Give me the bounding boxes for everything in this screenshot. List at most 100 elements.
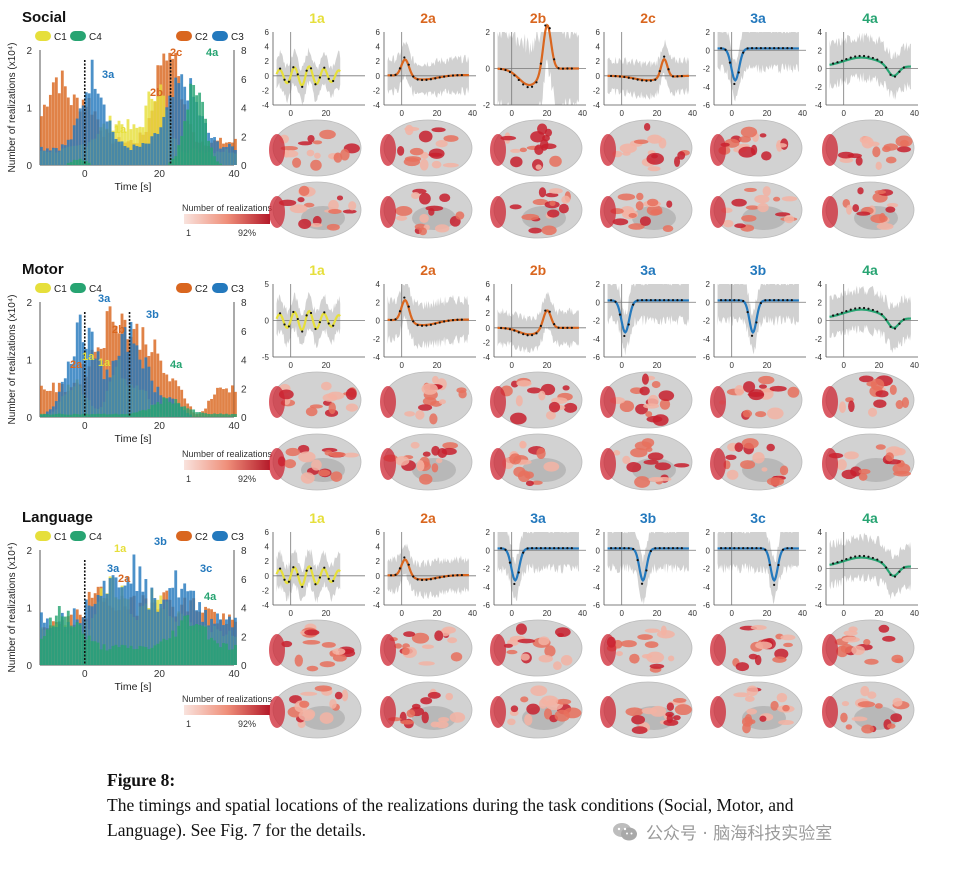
- activation-patch: [710, 448, 726, 480]
- activation-patch: [429, 413, 438, 425]
- template-dot: [420, 324, 424, 327]
- activation-patch: [380, 448, 396, 480]
- hist-x-tick: 20: [154, 169, 166, 180]
- hist-bar-c4: [165, 640, 169, 665]
- activation-patch: [330, 471, 343, 482]
- hist-bar-c3: [216, 613, 219, 665]
- panel-x-tick: 20: [322, 609, 331, 618]
- panel-y-tick: -4: [815, 601, 823, 610]
- activation-patch: [520, 696, 529, 703]
- template-dot: [618, 547, 622, 550]
- hist-bar-c4: [150, 405, 154, 417]
- hist-bar-c4: [168, 401, 172, 417]
- hist-bar-c3: [141, 368, 145, 417]
- template-dot: [871, 308, 874, 312]
- hist-bar-c4: [189, 409, 193, 417]
- template-dot: [885, 318, 888, 321]
- hist-bar-c2: [105, 311, 109, 417]
- activation-patch: [740, 460, 756, 469]
- hist-component-label: 1a: [82, 351, 95, 363]
- template-dot: [553, 547, 556, 550]
- activation-patch: [435, 458, 443, 464]
- panel-y-tick: -4: [593, 583, 601, 592]
- hist-bar-c3: [105, 593, 109, 665]
- activation-patch: [651, 380, 661, 389]
- hist-bar-c4: [63, 414, 67, 417]
- hist-bar-c3: [114, 138, 118, 165]
- hist-bar-c4: [207, 639, 210, 665]
- template-dot: [460, 73, 463, 77]
- activation-patch: [442, 442, 459, 450]
- activation-patch: [755, 411, 767, 418]
- activation-patch: [892, 697, 903, 707]
- hist-bar-c4: [228, 414, 231, 417]
- hist-bar-c3: [114, 577, 118, 665]
- hist-bar-c2: [219, 387, 222, 417]
- activation-patch: [858, 375, 874, 383]
- brain-medial: [380, 681, 473, 739]
- legend-label-c2: C2: [195, 532, 208, 543]
- activation-patch: [510, 148, 522, 153]
- template-dot: [416, 78, 419, 81]
- activation-patch: [744, 187, 757, 192]
- panel-label: 4a: [862, 10, 878, 26]
- activation-patch: [510, 705, 519, 713]
- template-dot: [407, 63, 410, 66]
- template-dot: [746, 47, 749, 50]
- mean-timecourse: [829, 308, 911, 329]
- activation-patch: [641, 438, 655, 448]
- hist-bar-c4: [120, 644, 124, 665]
- brain-medial: [822, 181, 915, 239]
- mean-timecourse: [829, 56, 911, 77]
- template-dot: [548, 547, 551, 550]
- template-dot: [526, 547, 529, 550]
- brain-lateral: [822, 371, 915, 429]
- activation-patch: [759, 715, 767, 722]
- brain-surface: [383, 119, 473, 177]
- colorbar-gradient: [184, 214, 270, 224]
- panel-y-tick: -2: [483, 338, 491, 347]
- template-dot: [522, 551, 525, 554]
- template-dot: [301, 330, 304, 333]
- template-dot: [287, 325, 291, 328]
- template-dot: [332, 79, 335, 83]
- activation-patch: [643, 403, 660, 409]
- hist-bar-c4: [162, 638, 166, 665]
- hist-bar-c4: [228, 649, 231, 665]
- activation-patch: [631, 726, 648, 735]
- template-dot: [742, 51, 745, 54]
- panel-y-tick: 4: [265, 543, 270, 552]
- hist-bar-c4: [174, 399, 178, 417]
- template-dot: [517, 571, 520, 574]
- panel-y-tick: 0: [376, 72, 381, 81]
- template-dot: [456, 574, 459, 577]
- legend-label-c4: C4: [89, 32, 102, 43]
- template-dot: [893, 327, 897, 330]
- activation-patch: [292, 157, 302, 168]
- template-dot: [561, 326, 565, 329]
- activation-patch: [752, 452, 765, 464]
- activation-patch: [860, 685, 870, 697]
- template-dot: [658, 70, 661, 73]
- activation-patch: [445, 692, 454, 701]
- template-dot: [867, 555, 870, 558]
- activation-patch: [519, 440, 526, 449]
- activation-patch: [673, 463, 690, 468]
- template-dot: [499, 547, 503, 550]
- activation-patch: [754, 654, 762, 666]
- activation-patch: [329, 698, 337, 709]
- activation-patch: [612, 218, 629, 226]
- panel-y-tick: -4: [483, 353, 491, 362]
- panel-y-tick: -4: [373, 601, 381, 610]
- template-dot: [614, 547, 617, 550]
- activation-patch: [733, 692, 750, 698]
- activation-patch: [600, 196, 616, 228]
- activation-patch: [394, 643, 402, 649]
- hist-bar-c3: [40, 146, 43, 165]
- template-dot: [773, 583, 776, 586]
- template-dot: [456, 74, 459, 77]
- variance-band: [717, 284, 799, 355]
- activation-patch: [639, 216, 651, 227]
